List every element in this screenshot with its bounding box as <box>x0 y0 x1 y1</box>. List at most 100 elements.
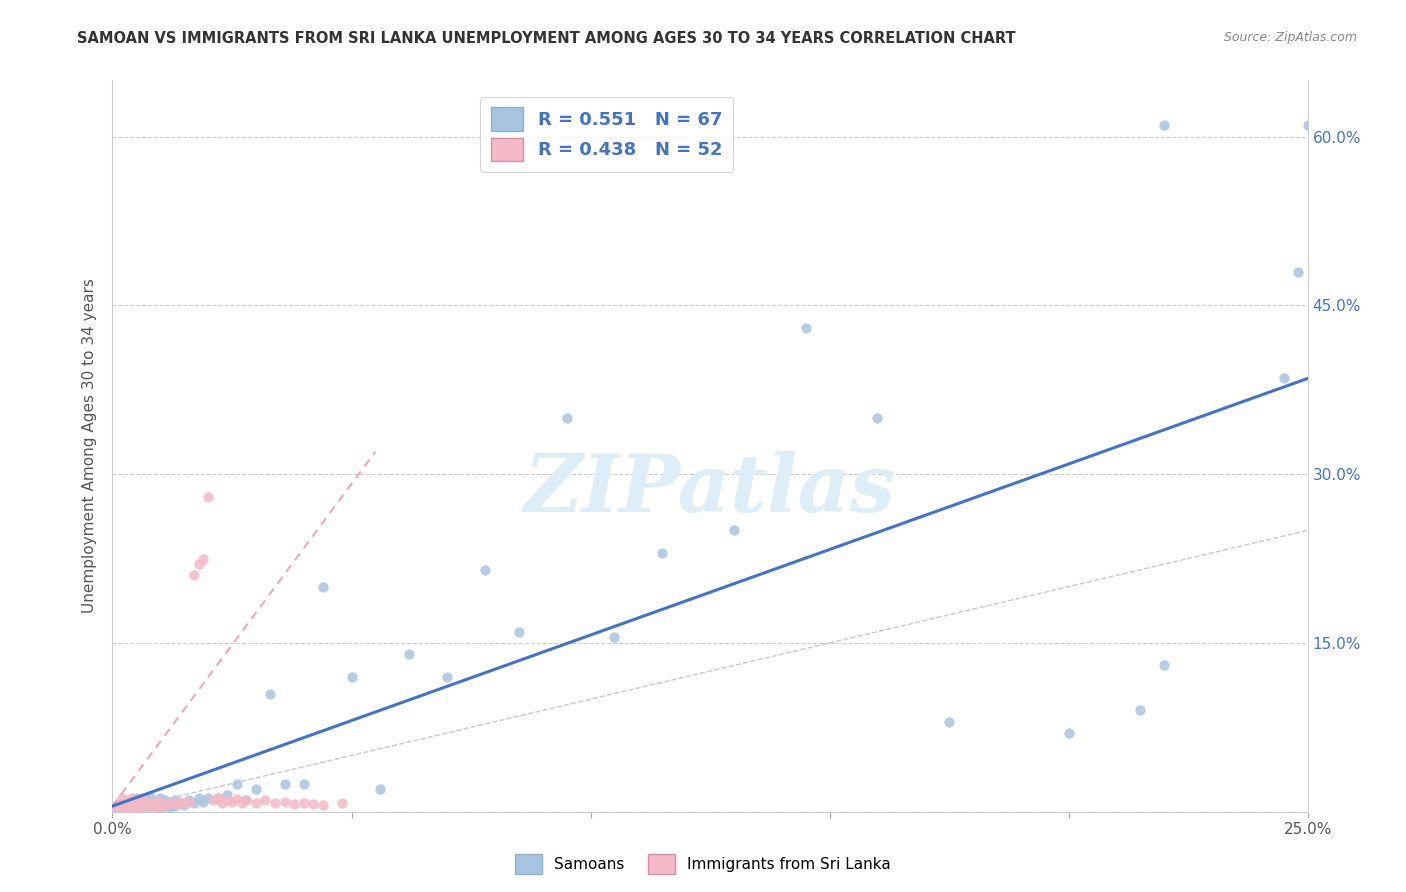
Point <box>111 791 134 805</box>
Point <box>125 801 148 815</box>
Point <box>111 796 134 810</box>
Point <box>273 776 295 790</box>
Point <box>111 800 134 814</box>
Point <box>330 796 353 810</box>
Point <box>159 796 181 810</box>
Point <box>183 796 205 810</box>
Point <box>398 647 420 661</box>
Point <box>121 800 143 814</box>
Point <box>555 410 578 425</box>
Point <box>145 795 167 809</box>
Point <box>115 799 138 814</box>
Point <box>217 793 239 807</box>
Point <box>173 796 195 810</box>
Point <box>207 791 229 805</box>
Point <box>723 524 745 538</box>
Point <box>129 793 152 807</box>
Point <box>139 799 162 814</box>
Point <box>254 793 277 807</box>
Text: Source: ZipAtlas.com: Source: ZipAtlas.com <box>1223 31 1357 45</box>
Point <box>105 801 128 815</box>
Point <box>225 792 247 806</box>
Point <box>197 791 219 805</box>
Point <box>139 796 162 810</box>
Point <box>225 776 247 790</box>
Point <box>129 791 152 805</box>
Point <box>207 791 229 805</box>
Point <box>135 799 157 814</box>
Point <box>105 797 128 812</box>
Point <box>163 799 186 814</box>
Point <box>474 563 496 577</box>
Point <box>163 793 186 807</box>
Point <box>129 797 152 812</box>
Point <box>177 793 200 807</box>
Legend: Samoans, Immigrants from Sri Lanka: Samoans, Immigrants from Sri Lanka <box>509 848 897 880</box>
Point <box>1286 264 1309 278</box>
Point <box>312 580 335 594</box>
Point <box>259 687 281 701</box>
Point <box>149 795 172 809</box>
Point <box>231 796 253 810</box>
Point <box>135 792 157 806</box>
Point <box>159 796 181 810</box>
Point <box>193 551 215 566</box>
Point <box>1153 118 1175 132</box>
Point <box>292 796 315 810</box>
Point <box>139 795 162 809</box>
Point <box>139 799 162 814</box>
Point <box>153 793 176 807</box>
Point <box>149 799 172 814</box>
Point <box>169 795 191 809</box>
Point <box>149 791 172 805</box>
Point <box>264 796 287 810</box>
Point <box>312 797 335 812</box>
Legend: R = 0.551   N = 67, R = 0.438   N = 52: R = 0.551 N = 67, R = 0.438 N = 52 <box>479 96 733 172</box>
Point <box>149 801 172 815</box>
Point <box>125 793 148 807</box>
Point <box>169 796 191 810</box>
Point <box>1057 726 1080 740</box>
Point <box>135 795 157 809</box>
Point <box>794 321 817 335</box>
Point <box>105 801 128 815</box>
Point <box>221 795 243 809</box>
Point <box>193 795 215 809</box>
Point <box>145 800 167 814</box>
Point <box>135 797 157 811</box>
Point <box>115 802 138 816</box>
Point <box>121 793 143 807</box>
Point <box>129 801 152 815</box>
Point <box>436 670 458 684</box>
Point <box>235 793 257 807</box>
Point <box>201 793 224 807</box>
Point <box>217 788 239 802</box>
Y-axis label: Unemployment Among Ages 30 to 34 years: Unemployment Among Ages 30 to 34 years <box>82 278 97 614</box>
Text: ZIPatlas: ZIPatlas <box>524 451 896 529</box>
Point <box>125 797 148 812</box>
Point <box>1129 703 1152 717</box>
Point <box>302 797 325 811</box>
Point <box>115 797 138 812</box>
Point <box>340 670 363 684</box>
Point <box>1272 371 1295 385</box>
Point <box>292 776 315 790</box>
Point <box>145 796 167 810</box>
Point <box>115 801 138 815</box>
Point <box>283 797 305 811</box>
Point <box>121 791 143 805</box>
Point <box>273 795 295 809</box>
Text: SAMOAN VS IMMIGRANTS FROM SRI LANKA UNEMPLOYMENT AMONG AGES 30 TO 34 YEARS CORRE: SAMOAN VS IMMIGRANTS FROM SRI LANKA UNEM… <box>77 31 1017 46</box>
Point <box>1153 658 1175 673</box>
Point <box>159 800 181 814</box>
Point <box>183 568 205 582</box>
Point <box>245 796 267 810</box>
Point <box>1296 118 1319 132</box>
Point <box>368 782 391 797</box>
Point <box>153 797 176 812</box>
Point <box>111 797 134 812</box>
Point <box>177 795 200 809</box>
Point <box>145 800 167 814</box>
Point <box>139 791 162 805</box>
Point <box>129 800 152 814</box>
